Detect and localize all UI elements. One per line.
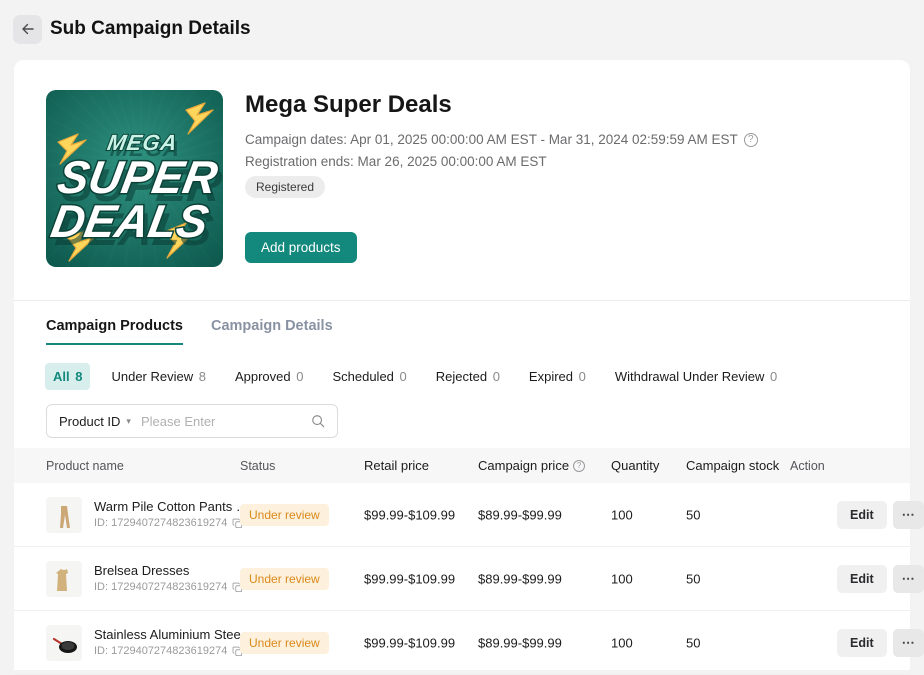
svg-text:DEALS: DEALS xyxy=(47,195,212,247)
